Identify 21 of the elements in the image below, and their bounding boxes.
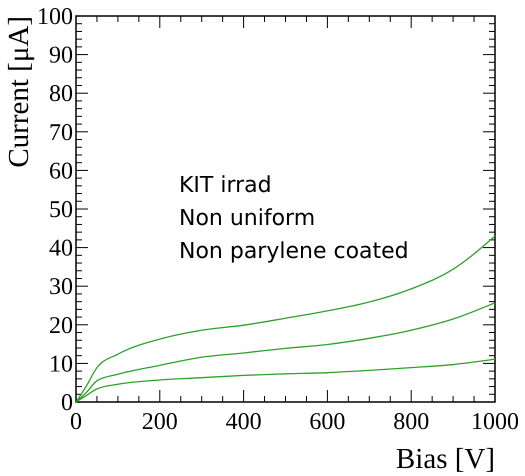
- x-axis-title: Bias [V]: [396, 443, 495, 475]
- x-tick-label: 1000: [471, 409, 519, 435]
- x-tick-label: 400: [226, 409, 262, 435]
- y-tick-label: 100: [37, 4, 73, 30]
- y-tick-label: 40: [49, 236, 73, 262]
- x-tick-label: 600: [309, 409, 346, 435]
- y-axis-title: Current [μA]: [3, 16, 35, 168]
- annotation: Non uniform: [179, 206, 316, 231]
- y-tick-label: 20: [49, 312, 73, 339]
- y-tick-label: 30: [49, 274, 73, 300]
- annotation: Non parylene coated: [179, 239, 409, 264]
- y-tick-label: 10: [49, 351, 73, 378]
- y-tick-label: 80: [49, 81, 73, 108]
- annotation: KIT irrad: [179, 173, 272, 198]
- x-tick-label: 800: [393, 409, 430, 435]
- y-tick-label: 60: [49, 158, 73, 184]
- x-tick-label: 200: [142, 409, 178, 435]
- y-tick-label: 90: [49, 42, 73, 69]
- y-tick-label: 0: [61, 390, 73, 416]
- y-tick-label: 50: [49, 197, 73, 223]
- y-tick-label: 70: [49, 120, 73, 146]
